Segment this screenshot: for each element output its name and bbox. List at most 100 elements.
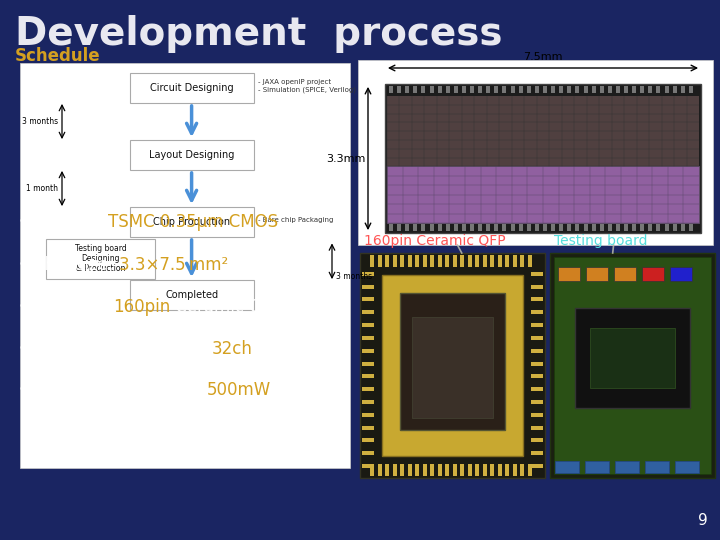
Bar (670, 267, 692, 281)
Bar (362, 387, 374, 391)
Bar (408, 464, 412, 476)
Bar (531, 349, 543, 353)
Bar (362, 336, 374, 340)
Bar (567, 86, 571, 93)
Bar (438, 255, 441, 267)
Bar (454, 86, 458, 93)
Bar (543, 224, 547, 231)
Bar (438, 86, 441, 93)
Text: 3 months: 3 months (22, 117, 58, 126)
Text: - JAXA openIP project
- Simulation (SPICE, Verilog): - JAXA openIP project - Simulation (SPIC… (258, 79, 356, 93)
Bar (397, 224, 401, 231)
Bar (520, 255, 524, 267)
Bar (362, 374, 374, 379)
Bar (377, 255, 382, 267)
FancyBboxPatch shape (385, 84, 701, 233)
Bar (531, 272, 543, 276)
Bar (513, 255, 516, 267)
Bar (513, 464, 516, 476)
Text: - Bare chip Packaging: - Bare chip Packaging (258, 217, 333, 223)
Bar (486, 224, 490, 231)
Bar (616, 86, 620, 93)
Bar (531, 298, 543, 301)
Bar (362, 413, 374, 417)
FancyBboxPatch shape (130, 73, 253, 103)
Bar (362, 464, 374, 468)
Bar (408, 255, 412, 267)
Text: 9: 9 (698, 513, 708, 528)
Bar (681, 86, 685, 93)
Bar (467, 464, 472, 476)
Bar (482, 464, 487, 476)
FancyBboxPatch shape (550, 253, 715, 478)
Text: 7.5mm: 7.5mm (523, 52, 563, 62)
Text: • Package:: • Package: (18, 298, 113, 316)
Bar (362, 451, 374, 455)
Bar (405, 224, 409, 231)
Bar (454, 224, 458, 231)
Bar (531, 451, 543, 455)
Bar (413, 86, 418, 93)
Bar (413, 224, 418, 231)
Bar (445, 255, 449, 267)
FancyBboxPatch shape (360, 253, 545, 478)
Bar (632, 86, 636, 93)
Text: • Process:: • Process: (18, 213, 107, 231)
Text: TSMC 0.35μm CMOS: TSMC 0.35μm CMOS (107, 213, 278, 231)
Bar (640, 86, 644, 93)
Bar (470, 224, 474, 231)
Bar (470, 86, 474, 93)
Text: Development  process: Development process (15, 15, 503, 53)
Text: 32ch: 32ch (212, 340, 253, 358)
Bar (672, 86, 677, 93)
Bar (575, 86, 580, 93)
Bar (405, 86, 409, 93)
Bar (558, 267, 580, 281)
Bar (490, 255, 494, 267)
Bar (389, 224, 393, 231)
Bar (421, 86, 426, 93)
Bar (528, 255, 531, 267)
Bar (531, 336, 543, 340)
Bar (531, 374, 543, 379)
Bar (657, 224, 660, 231)
Bar (608, 224, 612, 231)
Bar (624, 86, 628, 93)
Bar (475, 255, 479, 267)
Text: 3.3mm: 3.3mm (327, 153, 366, 164)
Bar (400, 464, 404, 476)
Bar (377, 464, 382, 476)
Bar (362, 349, 374, 353)
Text: Testing board
Designing
& Production: Testing board Designing & Production (75, 244, 127, 273)
Bar (531, 426, 543, 429)
Bar (362, 310, 374, 314)
Bar (415, 255, 419, 267)
Bar (681, 224, 685, 231)
Bar (528, 464, 531, 476)
Bar (531, 438, 543, 442)
Bar (392, 255, 397, 267)
FancyBboxPatch shape (387, 96, 699, 166)
Bar (478, 86, 482, 93)
Bar (462, 224, 466, 231)
Bar (555, 461, 579, 473)
Bar (362, 438, 374, 442)
Bar (362, 400, 374, 404)
Bar (543, 86, 547, 93)
Bar (531, 464, 543, 468)
Bar (505, 464, 509, 476)
Bar (531, 323, 543, 327)
Bar (559, 86, 563, 93)
Bar (385, 255, 389, 267)
Bar (535, 86, 539, 93)
Bar (498, 255, 502, 267)
Bar (600, 224, 604, 231)
Bar (559, 224, 563, 231)
Bar (430, 86, 433, 93)
Bar (689, 224, 693, 231)
Text: Ceramic QFP: Ceramic QFP (171, 298, 282, 316)
Bar (423, 255, 426, 267)
FancyBboxPatch shape (46, 239, 155, 279)
Bar (649, 224, 652, 231)
Bar (510, 86, 515, 93)
